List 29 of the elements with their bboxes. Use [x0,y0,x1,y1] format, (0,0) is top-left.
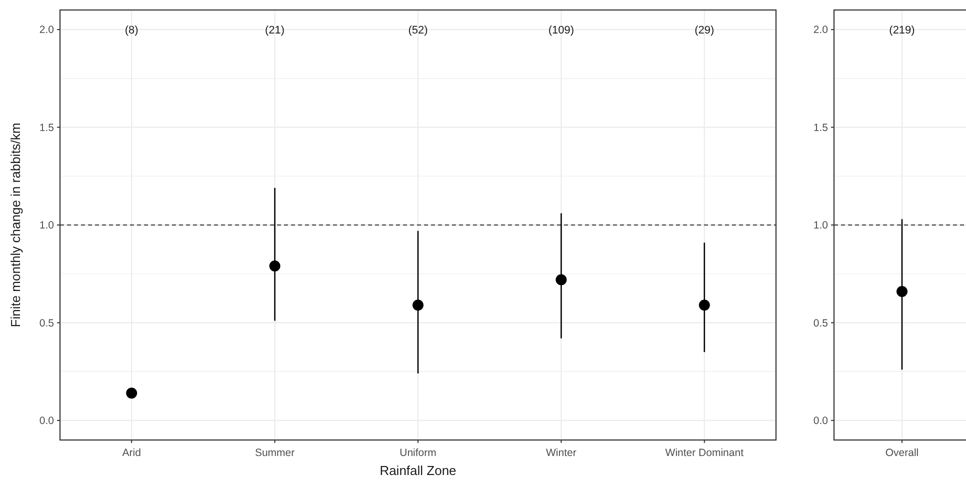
x-tick-label: Summer [254,447,296,459]
y-tick-label: 0.0 [813,415,828,428]
y-tick-label: 2.0 [39,24,54,36]
annotation: (8) [124,24,138,36]
y-tick-label: 1.0 [39,220,54,232]
annotation: (52) [408,24,428,36]
y-tick-label: 1.0 [813,220,828,232]
annotation: (21) [265,24,285,36]
annotation: (219) [889,24,915,36]
y-tick-label: 0.5 [813,317,828,330]
point [126,388,138,399]
y-tick-label: 1.5 [813,122,828,134]
annotation: (109) [548,24,574,36]
y-tick-label: 1.5 [39,122,54,134]
point [556,274,567,286]
x-tick-label: Uniform [400,447,437,459]
annotation: (29) [694,24,714,36]
x-tick-label: Arid [122,447,142,459]
y-tick-label: 2.0 [813,24,828,36]
y-tick-label: 0.5 [39,317,54,330]
x-tick-label: Winter Dominant [665,447,744,459]
y-tick-label: 0.0 [39,415,54,428]
point [698,300,710,311]
x-tick-label: Winter [546,447,577,459]
point [412,300,424,311]
point [269,260,280,272]
x-tick-label: Overall [885,447,919,459]
y-axis-title: Finite monthly change in rabbits/km [8,122,23,328]
x-axis-title: Rainfall Zone [380,463,456,478]
